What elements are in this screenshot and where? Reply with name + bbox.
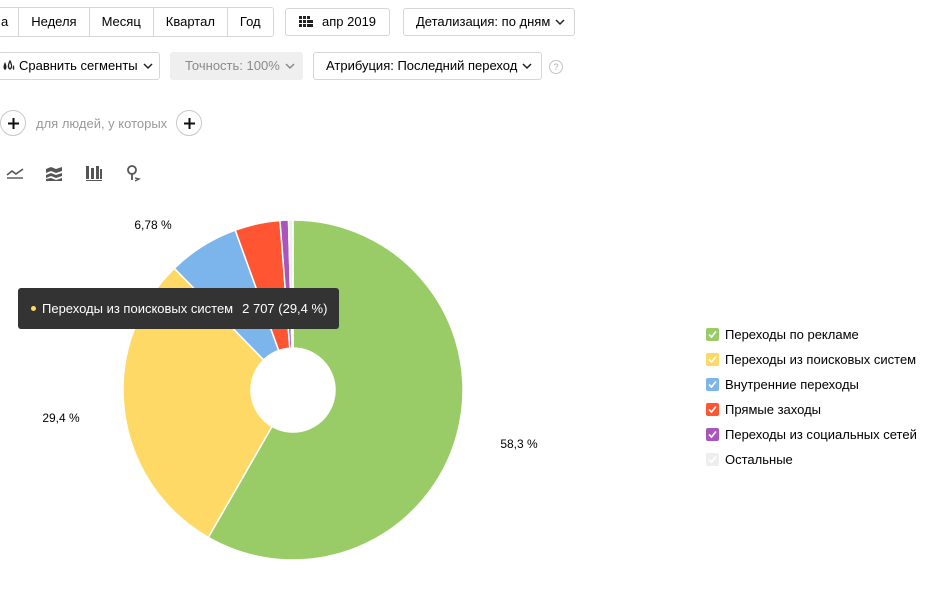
- period-month-button[interactable]: Месяц: [89, 8, 154, 36]
- chevron-down-icon: [143, 63, 153, 70]
- tooltip-dot: [31, 306, 36, 312]
- area-chart-icon[interactable]: [45, 164, 63, 182]
- accuracy-label: Точность: 100%: [185, 58, 280, 73]
- stacked-bar-icon[interactable]: [85, 164, 103, 182]
- legend-item[interactable]: Остальные: [706, 447, 917, 472]
- add-condition-button[interactable]: [176, 110, 202, 136]
- accuracy-dropdown[interactable]: Точность: 100%: [170, 52, 303, 80]
- date-range-label: апр 2019: [322, 14, 377, 29]
- chart-tooltip: Переходы из поисковых систем 2 707 (29,4 …: [18, 288, 339, 329]
- detail-dropdown[interactable]: Детализация: по дням: [403, 8, 575, 36]
- legend-item[interactable]: Переходы из социальных сетей: [706, 422, 917, 447]
- legend-item-label: Переходы из социальных сетей: [725, 427, 917, 442]
- chevron-down-icon: [522, 63, 532, 70]
- attribution-label: Атрибуция: Последний переход: [326, 58, 518, 73]
- pie-data-label: 58,3 %: [500, 437, 538, 451]
- compare-segments-label: Сравнить сегменты: [19, 58, 138, 73]
- legend-item[interactable]: Переходы из поисковых систем: [706, 347, 917, 372]
- drops-icon: [3, 60, 15, 70]
- period-day-button[interactable]: а: [0, 8, 20, 36]
- checkbox-checked-icon: [706, 328, 719, 341]
- tooltip-value: 2 707 (29,4 %): [242, 301, 328, 316]
- checkbox-checked-icon: [706, 428, 719, 441]
- pie-data-label: 29,4 %: [42, 411, 80, 425]
- pie-slice[interactable]: [207, 219, 464, 561]
- chart-legend: Переходы по рекламе Переходы из поисковы…: [706, 322, 917, 472]
- tooltip-label: Переходы из поисковых систем: [42, 301, 234, 316]
- line-chart-icon[interactable]: [6, 164, 24, 182]
- chevron-down-icon: [285, 63, 295, 70]
- attribution-dropdown[interactable]: Атрибуция: Последний переход: [313, 52, 542, 80]
- period-quarter-button[interactable]: Квартал: [153, 8, 228, 36]
- legend-item-label: Переходы из поисковых систем: [725, 352, 917, 367]
- add-segment-button[interactable]: [0, 110, 26, 136]
- help-icon[interactable]: ?: [549, 60, 563, 74]
- detail-dropdown-label: Детализация: по дням: [416, 14, 551, 29]
- checkbox-checked-icon: [706, 453, 719, 466]
- legend-item[interactable]: Прямые заходы: [706, 397, 917, 422]
- segment-condition-label: для людей, у которых: [36, 116, 168, 131]
- plus-icon: [184, 118, 195, 129]
- checkbox-checked-icon: [706, 353, 719, 366]
- legend-item[interactable]: Переходы по рекламе: [706, 322, 917, 347]
- legend-item-label: Остальные: [725, 452, 793, 467]
- calendar-icon: [299, 16, 313, 27]
- legend-item-label: Прямые заходы: [725, 402, 822, 417]
- period-selector: а Неделя Месяц Квартал Год: [0, 7, 274, 37]
- legend-item-label: Переходы по рекламе: [725, 327, 859, 342]
- chevron-down-icon: [555, 19, 565, 26]
- plus-icon: [8, 118, 19, 129]
- map-pin-icon[interactable]: [124, 164, 142, 182]
- date-range-button[interactable]: апр 2019: [285, 8, 390, 36]
- checkbox-checked-icon: [706, 403, 719, 416]
- checkbox-checked-icon: [706, 378, 719, 391]
- period-year-button[interactable]: Год: [227, 8, 273, 36]
- period-week-button[interactable]: Неделя: [19, 8, 90, 36]
- pie-data-label: 6,78 %: [134, 218, 172, 232]
- compare-segments-dropdown[interactable]: Сравнить сегменты: [0, 52, 160, 80]
- legend-item[interactable]: Внутренние переходы: [706, 372, 917, 397]
- legend-item-label: Внутренние переходы: [725, 377, 859, 392]
